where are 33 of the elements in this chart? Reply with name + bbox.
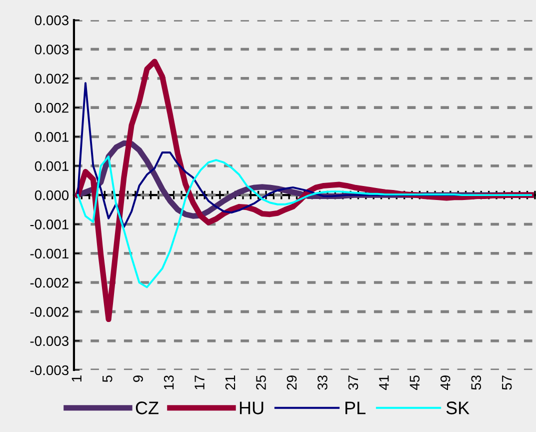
x-tick-label: 57 — [502, 376, 512, 390]
x-tick-label: 49 — [440, 376, 450, 390]
line-series — [76, 156, 532, 288]
y-tick-label: 0.001 — [34, 161, 68, 172]
y-tick-label: 0.002 — [34, 102, 68, 113]
y-tick-label: 0.003 — [34, 15, 68, 26]
x-tick-label: 53 — [471, 375, 482, 390]
x-tick-label: 17 — [194, 376, 204, 390]
legend-label: HU — [240, 402, 264, 414]
y-tick-label: 0.001 — [34, 132, 68, 142]
legend-label: CZ — [136, 402, 158, 414]
x-tick-label: 41 — [379, 376, 389, 390]
x-tick-label: 33 — [318, 375, 328, 390]
y-tick-label: -0.003 — [30, 336, 68, 346]
x-tick-label: 29 — [286, 376, 297, 390]
y-tick-label: -0.003 — [30, 365, 68, 376]
y-tick-label: 0.002 — [34, 74, 68, 84]
x-tick-label: 13 — [164, 375, 174, 390]
x-tick-label: 45 — [410, 375, 420, 390]
x-tick-label: 9 — [133, 376, 143, 382]
legend-label: PL — [345, 402, 366, 414]
legend-label: SK — [446, 402, 470, 414]
x-tick-label: 1 — [72, 376, 82, 382]
x-tick-label: 25 — [256, 375, 266, 390]
y-tick-label: -0.002 — [30, 307, 68, 317]
y-tick-label: -0.001 — [30, 248, 68, 259]
y-tick-label: -0.002 — [30, 278, 68, 288]
y-tick-label: -0.001 — [30, 220, 68, 230]
x-tick-label: 21 — [225, 376, 236, 390]
y-tick-label: 0.000 — [34, 190, 69, 200]
x-tick-label: 37 — [348, 376, 358, 390]
y-tick-label: 0.003 — [34, 44, 68, 54]
x-tick-label: 5 — [102, 375, 112, 382]
